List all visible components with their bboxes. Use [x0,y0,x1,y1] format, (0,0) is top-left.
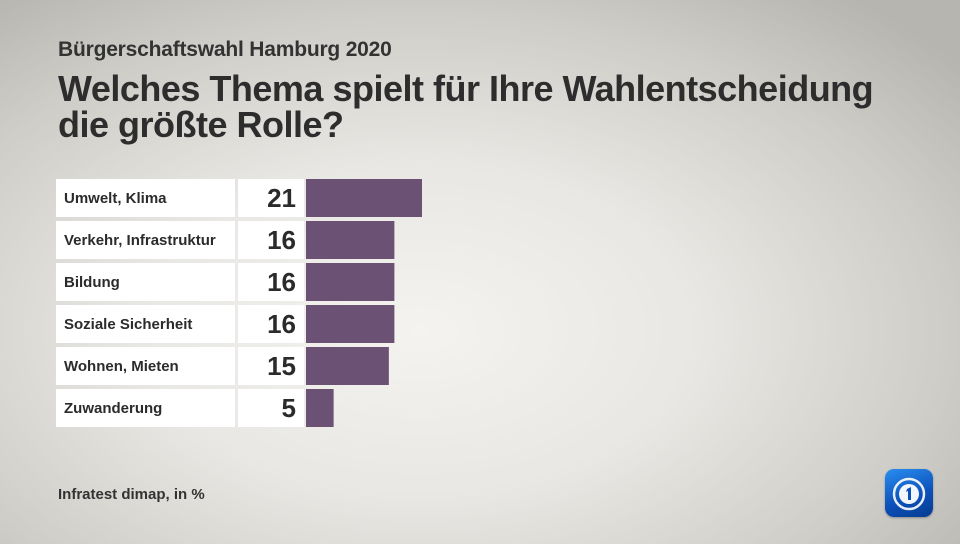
bar [306,389,334,427]
category-label: Zuwanderung [64,400,162,417]
value-label-box [238,305,304,343]
chart-supertitle: Bürgerschaftswahl Hamburg 2020 [58,38,392,61]
data-label: 21 [267,183,296,213]
value-label-box [238,221,304,259]
data-label: 5 [282,393,296,423]
bar [306,179,422,217]
category-label-box [56,179,235,217]
category-label-box [56,305,235,343]
bar [306,305,395,343]
source-note: Infratest dimap, in % [58,486,205,503]
category-label-box [56,389,235,427]
data-label: 16 [267,309,296,339]
bar [306,263,395,301]
value-label-box [238,347,304,385]
category-label: Umwelt, Klima [64,190,167,207]
category-label: Bildung [64,274,120,291]
value-label-box [238,263,304,301]
value-label-box [238,179,304,217]
category-label: Soziale Sicherheit [64,316,192,333]
category-label-box [56,221,235,259]
category-label: Wohnen, Mieten [64,358,179,375]
ard-tagesschau-logo-icon [885,469,933,517]
category-label-box [56,347,235,385]
data-label: 16 [267,225,296,255]
value-label-box [238,389,304,427]
data-label: 15 [267,351,296,381]
data-label: 16 [267,267,296,297]
bar [306,347,389,385]
category-label-box [56,263,235,301]
chart-title: Welches Thema spielt für Ihre Wahlentsch… [58,68,874,145]
category-label: Verkehr, Infrastruktur [64,232,216,249]
bar [306,221,395,259]
